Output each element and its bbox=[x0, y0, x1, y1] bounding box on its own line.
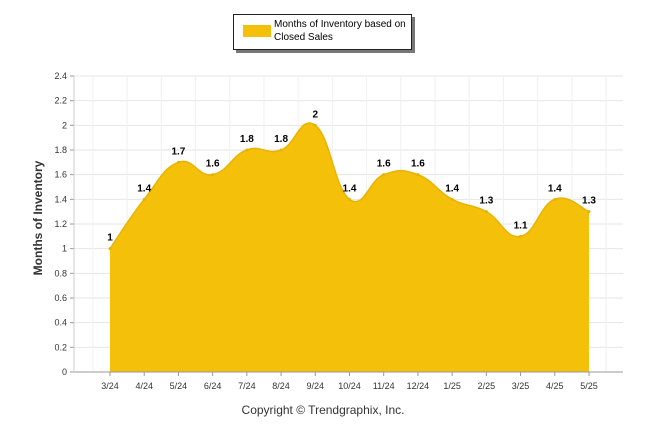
y-tick-label: 0 bbox=[62, 367, 67, 377]
data-label: 1.1 bbox=[514, 220, 528, 231]
data-label: 1.6 bbox=[377, 159, 391, 170]
data-point bbox=[450, 197, 454, 201]
data-point bbox=[348, 197, 351, 201]
data-label: 1.3 bbox=[479, 196, 493, 207]
x-tick-label: 4/24 bbox=[135, 381, 153, 391]
x-tick-label: 3/25 bbox=[512, 381, 530, 391]
data-point bbox=[245, 148, 249, 152]
data-point bbox=[519, 234, 523, 238]
x-tick-label: 5/25 bbox=[580, 381, 598, 391]
data-label: 1.7 bbox=[171, 146, 185, 157]
x-tick-label: 1/25 bbox=[443, 381, 461, 391]
data-point bbox=[484, 210, 488, 214]
x-tick-label: 5/24 bbox=[170, 381, 188, 391]
data-labels: 1 1.4 1.7 1.6 1.8 1.8 2 1.4 1.6 1.6 1.4 1.3 1.1 1.4 1.… bbox=[107, 109, 596, 243]
legend-label: Months of Inventory based on Closed Sale… bbox=[274, 19, 406, 43]
data-label: 1.4 bbox=[548, 183, 562, 194]
data-label: 1.6 bbox=[206, 159, 220, 170]
y-tick-label: 2 bbox=[62, 120, 67, 130]
y-tick-label: 2.4 bbox=[54, 71, 67, 81]
data-label: 1.3 bbox=[582, 196, 596, 207]
data-label: 1.8 bbox=[274, 134, 288, 145]
x-tick-label: 6/24 bbox=[204, 381, 222, 391]
y-tick-label: 2.2 bbox=[54, 96, 67, 106]
data-label: 1.6 bbox=[411, 159, 425, 170]
legend-swatch bbox=[243, 25, 271, 37]
axes: 0 0.2 0.4 0.6 0.8 1 1.2 1.4 1.6 1.8 2 2.2 2.4 3/24 4/2… bbox=[54, 71, 623, 391]
x-tick-label: 11/24 bbox=[373, 381, 395, 391]
y-tick-label: 1 bbox=[62, 244, 67, 254]
data-point bbox=[416, 173, 420, 177]
y-tick-label: 1.6 bbox=[54, 170, 67, 180]
area-fill bbox=[110, 122, 589, 372]
x-tick-label: 7/24 bbox=[238, 381, 256, 391]
data-point bbox=[313, 123, 317, 127]
area-series bbox=[108, 122, 591, 372]
x-tick-label: 4/25 bbox=[546, 381, 564, 391]
legend: Months of Inventory based on Closed Sale… bbox=[233, 14, 412, 50]
y-tick-label: 1.2 bbox=[54, 219, 67, 229]
data-point bbox=[553, 197, 557, 201]
data-label: 1.4 bbox=[445, 183, 459, 194]
data-point bbox=[176, 160, 180, 164]
data-point bbox=[382, 173, 386, 177]
data-label: 1.4 bbox=[343, 183, 357, 194]
y-tick-label: 0.2 bbox=[54, 342, 67, 352]
data-label: 1 bbox=[107, 233, 113, 244]
copyright-footer: Copyright © Trendgraphix, Inc. bbox=[241, 403, 405, 417]
data-point bbox=[142, 197, 146, 201]
data-point bbox=[587, 210, 591, 214]
x-tick-label: 3/24 bbox=[101, 381, 119, 391]
y-tick-label: 0.8 bbox=[54, 268, 67, 278]
y-tick-label: 0.4 bbox=[54, 318, 67, 328]
x-tick-label: 9/24 bbox=[307, 381, 325, 391]
y-axis-title: Months of Inventory bbox=[31, 160, 45, 275]
data-point bbox=[211, 173, 215, 177]
x-tick-label: 8/24 bbox=[272, 381, 290, 391]
y-tick-label: 1.8 bbox=[54, 145, 67, 155]
y-tick-label: 0.6 bbox=[54, 293, 67, 303]
data-point bbox=[108, 247, 112, 251]
data-label: 2 bbox=[313, 109, 319, 120]
x-tick-label: 12/24 bbox=[407, 381, 430, 391]
data-label: 1.4 bbox=[137, 183, 151, 194]
x-tick-label: 2/25 bbox=[478, 381, 496, 391]
x-tick-label: 10/24 bbox=[338, 381, 361, 391]
data-label: 1.8 bbox=[240, 134, 254, 145]
y-tick-label: 1.4 bbox=[54, 194, 67, 204]
data-point bbox=[279, 148, 283, 152]
